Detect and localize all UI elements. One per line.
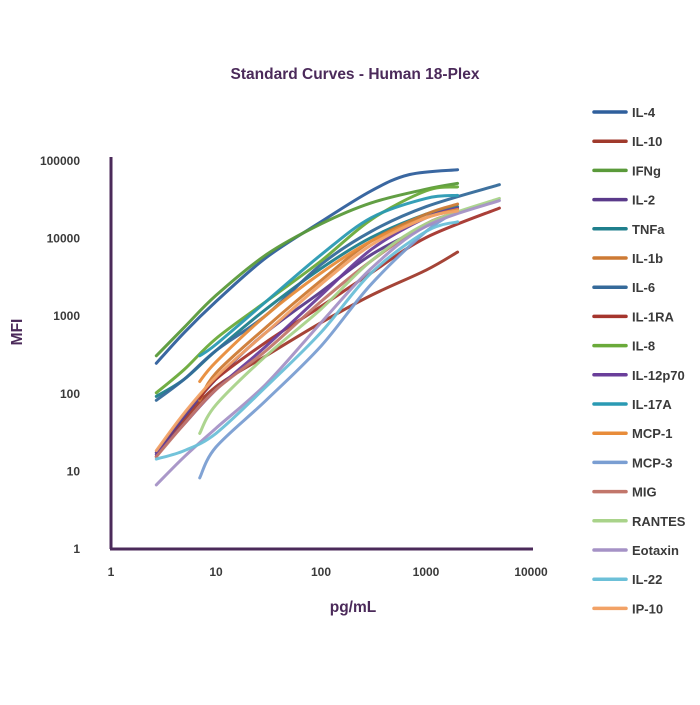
legend-item-ifng: IFNg xyxy=(592,163,661,178)
legend-item-il-1ra: IL-1RA xyxy=(592,309,675,324)
legend-label: IL-8 xyxy=(632,339,655,354)
legend: IL-4 IL-10 IFNg IL-2 TNFa IL-1b IL-6 IL-1RA IL-8… xyxy=(592,105,686,616)
legend-item-il-2: IL-2 xyxy=(592,193,655,208)
series-line-ifng xyxy=(154,181,460,358)
y-tick-label: 100000 xyxy=(40,154,80,168)
series-line-il-6 xyxy=(154,183,501,402)
series-line-il-10 xyxy=(154,250,460,459)
series-line-il-1b xyxy=(198,202,460,402)
legend-item-mcp-3: MCP-3 xyxy=(592,455,672,470)
legend-item-il-10: IL-10 xyxy=(592,134,662,149)
legend-label: IP-10 xyxy=(632,601,663,616)
legend-label: TNFa xyxy=(632,222,665,237)
y-tick-label: 1000 xyxy=(53,309,80,323)
series-line-il-22 xyxy=(154,220,460,461)
legend-item-mcp-1: MCP-1 xyxy=(592,426,672,441)
series-line-mig xyxy=(154,211,460,459)
legend-item-mig: MIG xyxy=(592,485,657,500)
series-line-rantes xyxy=(198,196,501,435)
x-tick-label: 1000 xyxy=(413,565,440,579)
legend-label: MCP-3 xyxy=(632,455,672,470)
series-line-il-8 xyxy=(154,185,460,395)
x-axis-label: pg/mL xyxy=(330,599,377,616)
y-axis-label: MFI xyxy=(9,319,26,346)
legend-item-il-4: IL-4 xyxy=(592,105,656,120)
series-line-eotaxin xyxy=(154,199,501,487)
y-tick-label: 10000 xyxy=(47,232,81,246)
legend-item-eotaxin: Eotaxin xyxy=(592,543,679,558)
legend-label: IL-17A xyxy=(632,397,672,412)
legend-label: IL-4 xyxy=(632,105,656,120)
series-line-mcp-3 xyxy=(198,209,460,480)
y-tick-labels: 1 10 100 1000 10000 100000 xyxy=(40,154,80,556)
legend-item-il-17a: IL-17A xyxy=(592,397,672,412)
legend-label: Eotaxin xyxy=(632,543,679,558)
legend-label: IL-2 xyxy=(632,193,655,208)
x-tick-label: 1 xyxy=(108,565,115,579)
chart-title: Standard Curves - Human 18-Plex xyxy=(231,66,480,83)
x-tick-label: 100 xyxy=(311,565,331,579)
legend-label: RANTES xyxy=(632,514,686,529)
legend-item-il-22: IL-22 xyxy=(592,572,662,587)
x-tick-label: 10 xyxy=(209,565,223,579)
legend-item-ip-10: IP-10 xyxy=(592,601,663,616)
legend-item-il-8: IL-8 xyxy=(592,339,655,354)
plot-area xyxy=(154,168,501,487)
legend-label: IL-6 xyxy=(632,280,655,295)
y-tick-label: 100 xyxy=(60,387,80,401)
x-tick-label: 10000 xyxy=(514,565,548,579)
y-tick-label: 1 xyxy=(73,542,80,556)
legend-label: IL-10 xyxy=(632,134,662,149)
legend-item-il-6: IL-6 xyxy=(592,280,655,295)
series-line-il-17a xyxy=(198,193,460,358)
legend-label: IL-1RA xyxy=(632,309,675,324)
legend-item-rantes: RANTES xyxy=(592,514,686,529)
legend-label: IL-1b xyxy=(632,251,663,266)
x-tick-labels: 1 10 100 1000 10000 xyxy=(108,565,548,579)
legend-label: IFNg xyxy=(632,163,661,178)
legend-item-il-1b: IL-1b xyxy=(592,251,663,266)
legend-item-tnfa: TNFa xyxy=(592,222,665,237)
legend-label: MCP-1 xyxy=(632,426,672,441)
legend-item-il-12p70: IL-12p70 xyxy=(592,368,685,383)
legend-label: MIG xyxy=(632,485,657,500)
series-line-ip-10 xyxy=(154,209,460,453)
legend-label: IL-12p70 xyxy=(632,368,685,383)
legend-label: IL-22 xyxy=(632,572,662,587)
y-tick-label: 10 xyxy=(67,464,81,478)
